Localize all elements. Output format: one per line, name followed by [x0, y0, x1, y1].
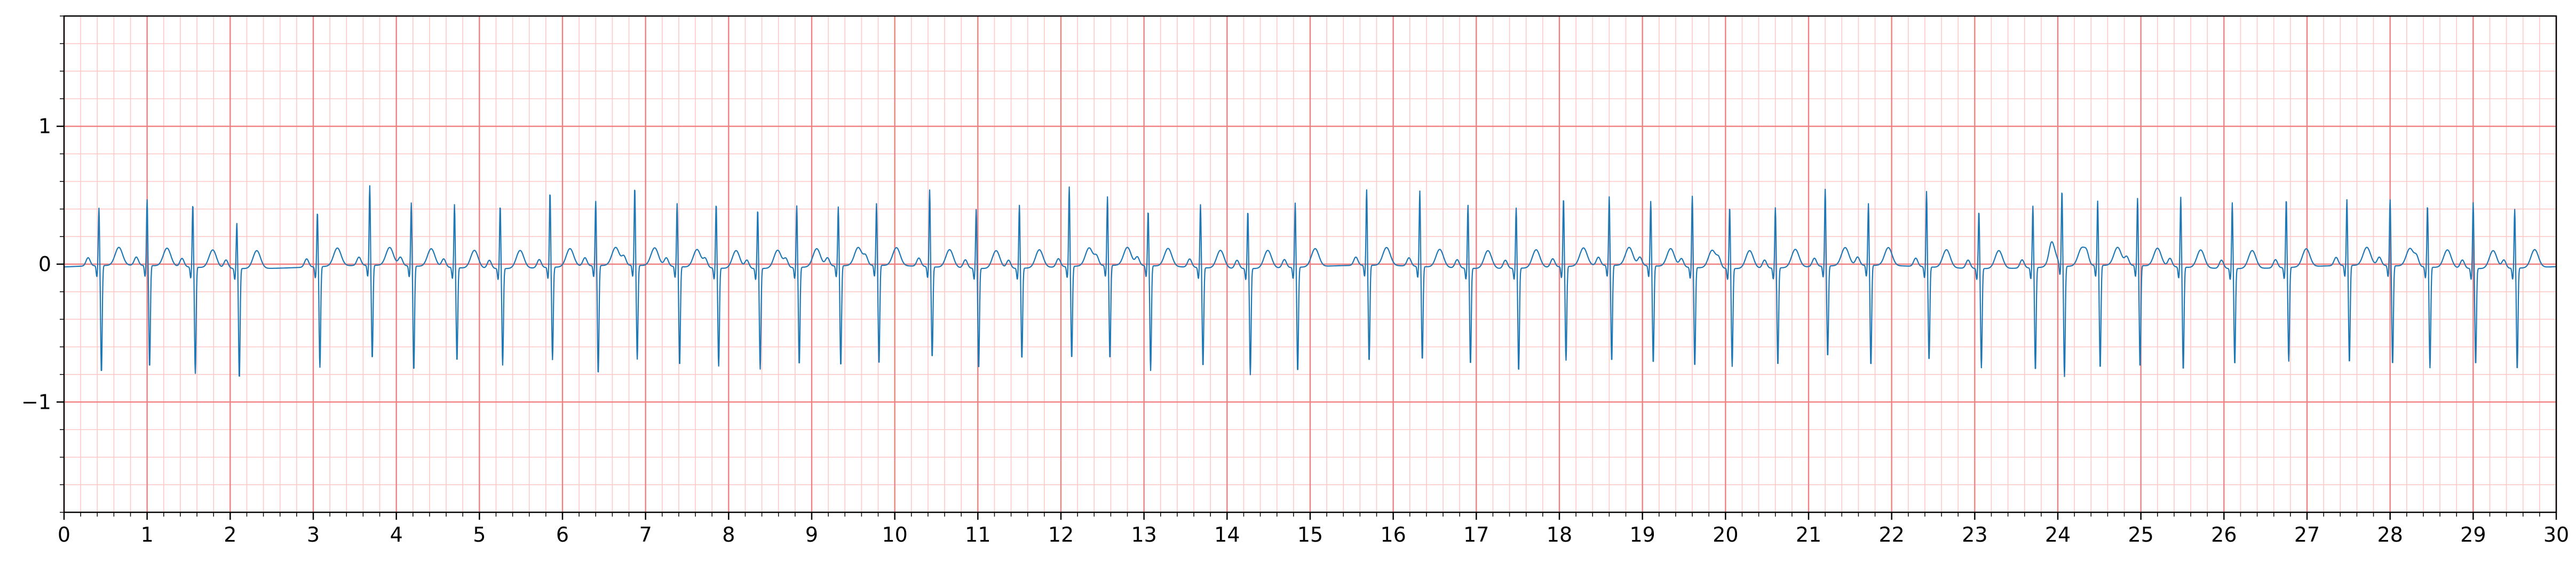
y-tick-label: 0: [38, 252, 51, 276]
x-tick-label: 22: [1879, 523, 1904, 546]
x-tick-label: 15: [1297, 523, 1323, 546]
x-tick-label: 3: [307, 523, 320, 546]
x-tick-label: 7: [639, 523, 652, 546]
x-axis: 0 1 2 3 4 5 6 7 8 9 10 11 12 13 14 15 16 17 18 19 20 21 22 23 24…: [58, 512, 2569, 546]
x-tick-label: 8: [722, 523, 735, 546]
x-tick-label: 16: [1380, 523, 1406, 546]
x-tick-label: 23: [1962, 523, 1987, 546]
x-tick-label: 6: [556, 523, 569, 546]
x-tick-label: 20: [1713, 523, 1738, 546]
y-axis: −1 0 1: [21, 15, 64, 513]
x-tick-label: 27: [2294, 523, 2320, 546]
x-tick-label: 1: [141, 523, 154, 546]
x-tick-label: 0: [58, 523, 70, 546]
x-tick-label: 30: [2543, 523, 2569, 546]
x-tick-label: 2: [224, 523, 236, 546]
x-tick-label: 28: [2377, 523, 2403, 546]
x-tick-label: 11: [965, 523, 990, 546]
x-tick-label: 17: [1463, 523, 1489, 546]
x-tick-label: 24: [2045, 523, 2071, 546]
x-tick-label: 26: [2211, 523, 2237, 546]
y-tick-label: −1: [21, 390, 51, 414]
x-tick-label: 19: [1629, 523, 1655, 546]
x-tick-label: 5: [473, 523, 486, 546]
x-tick-label: 13: [1131, 523, 1156, 546]
x-tick-label: 18: [1547, 523, 1572, 546]
x-tick-label: 10: [882, 523, 907, 546]
x-tick-label: 4: [390, 523, 403, 546]
x-tick-label: 12: [1048, 523, 1074, 546]
x-tick-label: 25: [2128, 523, 2153, 546]
x-tick-label: 29: [2460, 523, 2486, 546]
y-tick-label: 1: [38, 115, 51, 138]
ecg-signal-line: [63, 185, 2557, 377]
x-tick-label: 21: [1796, 523, 1821, 546]
x-tick-label: 14: [1214, 523, 1240, 546]
x-tick-label: 9: [805, 523, 818, 546]
